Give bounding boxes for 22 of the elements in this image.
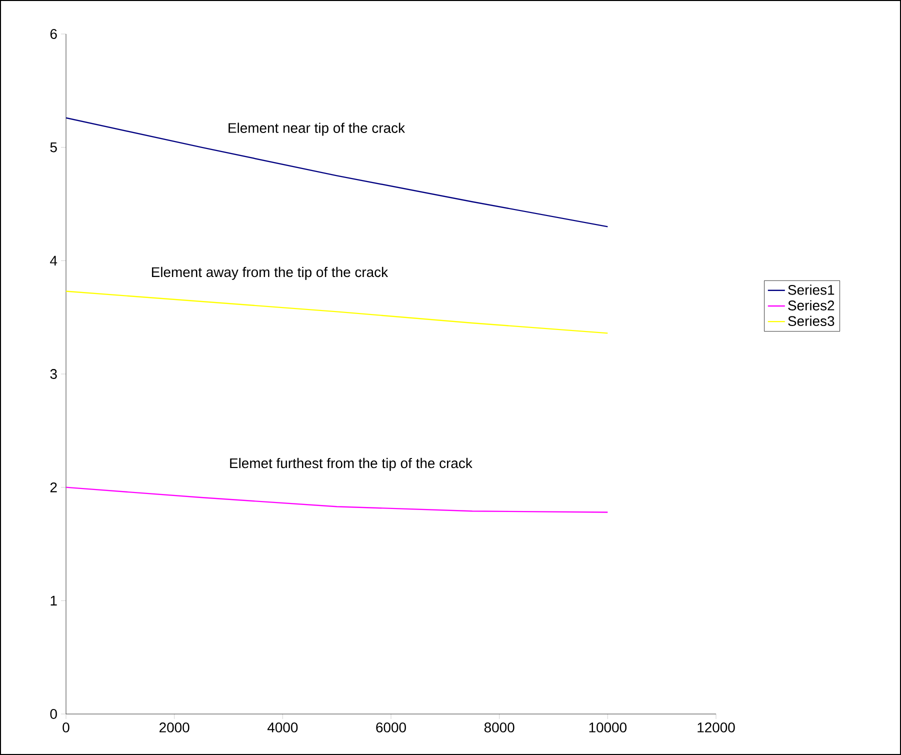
x-tick-label: 6000	[376, 722, 406, 732]
x-tick-label: 4000	[267, 722, 298, 732]
annotation: Elemet furthest from the tip of the crack	[230, 458, 472, 471]
x-tick-label: 8000	[484, 722, 514, 732]
annotation: Element away from the tip of the crack	[152, 266, 388, 280]
y-tick-label: 0	[50, 709, 57, 719]
legend-label: Series3	[788, 316, 834, 326]
y-tick-label: 5	[50, 142, 57, 152]
y-tick-label: 2	[50, 482, 57, 492]
x-tick-label: 12000	[698, 722, 735, 732]
x-tick-label: 10000	[589, 722, 627, 732]
x-tick-label: 0	[62, 722, 70, 732]
x-tick-label: 2000	[160, 722, 190, 732]
legend-label: Series1	[788, 284, 834, 295]
annotation: Element near tip of the crack	[228, 122, 406, 136]
y-tick-label: 6	[50, 29, 57, 39]
line-series	[66, 117, 608, 228]
legend-label: Series2	[788, 300, 834, 310]
y-tick-label: 3	[50, 369, 57, 379]
line-series	[66, 486, 608, 513]
y-tick-label: 1	[50, 596, 57, 606]
y-tick-label: 4	[50, 256, 58, 266]
